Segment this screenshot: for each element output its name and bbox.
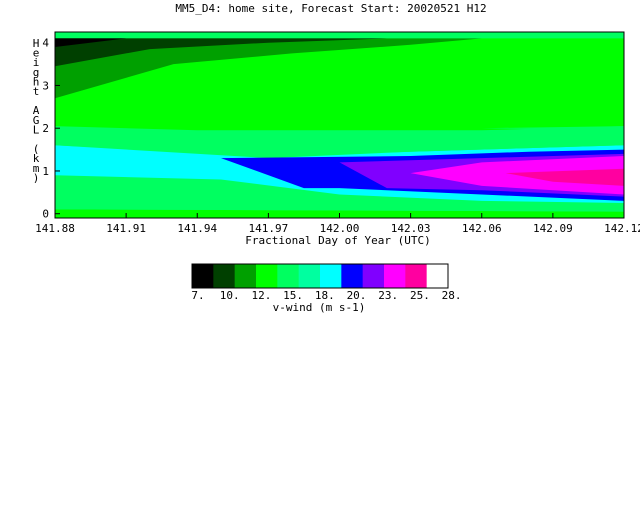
y-tick-label: 3 xyxy=(42,79,49,92)
plot-area: 141.88 141.91 141.94 141.97 142.00 142.03 142.… xyxy=(35,31,640,235)
y-axis-label-char: H xyxy=(33,37,40,50)
contour-region-9 xyxy=(481,126,624,131)
colorbar-tick-label: 20. xyxy=(347,289,367,302)
colorbar-swatch xyxy=(341,264,364,288)
colorbar-swatch xyxy=(405,264,428,288)
contour-regions xyxy=(55,38,624,218)
colorbar-frame xyxy=(191,263,449,289)
colorbar-label: v-wind (m s-1) xyxy=(273,301,366,314)
colorbar: 7. 10. 12. 15. 18. 20. 23. 25. 28. xyxy=(191,263,462,302)
colorbar-tick-label: 7. xyxy=(191,289,204,302)
colorbar-swatch xyxy=(192,264,214,288)
colorbar-swatch xyxy=(213,264,236,288)
colorbar-tick-label: 12. xyxy=(251,289,271,302)
colorbar-tick-label: 23. xyxy=(378,289,398,302)
x-tick-label: 142.00 xyxy=(320,222,360,235)
y-tick-label: 4 xyxy=(42,37,49,50)
x-axis-ticks: 141.88 141.91 141.94 141.97 142.00 142.03 142.… xyxy=(35,213,640,235)
contour-region-7 xyxy=(55,126,624,156)
colorbar-swatch xyxy=(426,264,432,288)
colorbar-swatch xyxy=(256,264,278,288)
contour-region-5 xyxy=(410,156,624,195)
colorbar-swatch xyxy=(234,264,257,288)
x-tick-label: 142.12 xyxy=(604,222,640,235)
x-tick-label: 142.03 xyxy=(391,222,431,235)
colorbar-tick-label: 15. xyxy=(283,289,303,302)
y-axis-label-char: L xyxy=(33,123,40,136)
contour-region-10 xyxy=(55,38,482,99)
x-tick-label: 142.06 xyxy=(462,222,502,235)
colorbar-swatch xyxy=(298,264,321,288)
y-axis-label-char: i xyxy=(33,56,40,69)
x-tick-label: 141.94 xyxy=(177,222,217,235)
y-axis-label-char: t xyxy=(33,85,40,98)
y-tick-label: 0 xyxy=(42,208,49,221)
colorbar-tick-label: 18. xyxy=(315,289,335,302)
y-axis-label-char: h xyxy=(33,75,40,88)
x-tick-label: 142.09 xyxy=(533,222,573,235)
y-axis-label-char: G xyxy=(33,114,40,127)
y-axis-label-char: g xyxy=(33,66,40,79)
y-axis-label-char: ) xyxy=(33,171,40,184)
colorbar-swatch xyxy=(362,264,385,288)
colorbar-swatch xyxy=(320,264,342,288)
y-axis-ticks: 0 1 2 3 4 xyxy=(42,37,60,221)
colorbar-tick-label: 10. xyxy=(220,289,240,302)
colorbar-tick-label: 28. xyxy=(442,289,462,302)
chart-title: MM5_D4: home site, Forecast Start: 20020… xyxy=(175,2,486,15)
contour-region-12 xyxy=(55,38,127,47)
x-axis-label: Fractional Day of Year (UTC) xyxy=(245,234,430,247)
y-axis-label-char: ( xyxy=(33,143,40,156)
y-axis-label-char: m xyxy=(33,162,40,175)
x-tick-label: 141.97 xyxy=(249,222,289,235)
contour-region-6 xyxy=(505,168,624,186)
y-axis-label-char: k xyxy=(33,152,40,165)
colorbar-tick-label: 25. xyxy=(410,289,430,302)
x-tick-label: 141.91 xyxy=(106,222,146,235)
x-tick-label: 141.88 xyxy=(35,222,75,235)
y-axis-label-char: A xyxy=(33,104,40,117)
colorbar-swatch xyxy=(277,264,300,288)
y-tick-label: 2 xyxy=(42,122,49,135)
colorbar-swatch xyxy=(384,264,406,288)
contour-region-11 xyxy=(55,38,387,67)
y-tick-label: 1 xyxy=(42,165,49,178)
y-axis-label-char: e xyxy=(33,47,40,60)
